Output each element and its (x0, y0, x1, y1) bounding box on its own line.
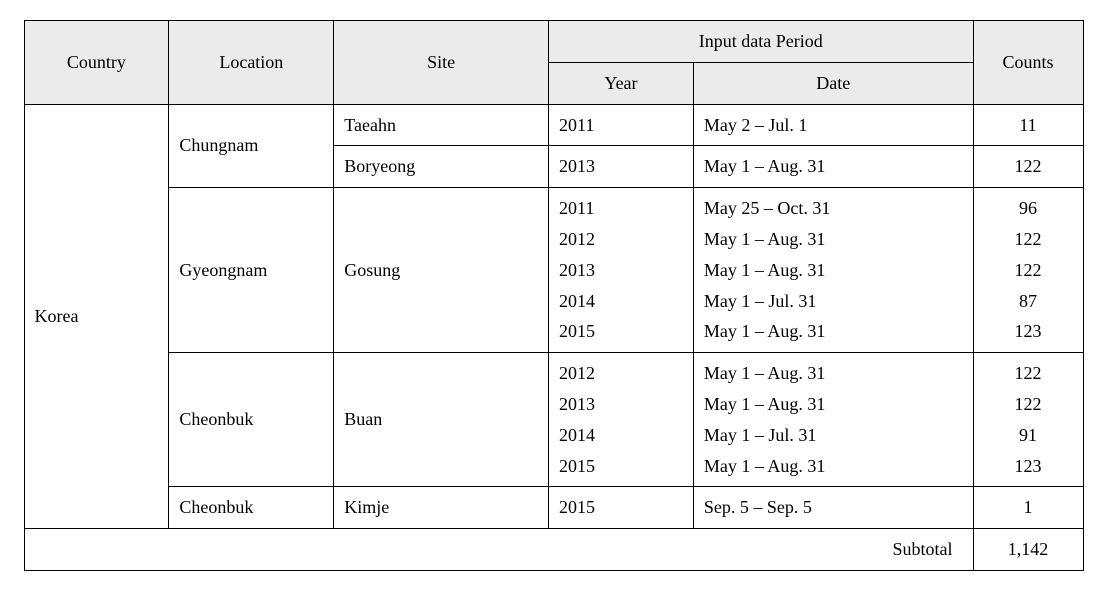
counts-line: 122 (984, 256, 1073, 285)
cell-location: Gyeongnam (169, 188, 334, 353)
cell-date: Sep. 5 – Sep. 5 (693, 487, 973, 529)
table-header: Country Location Site Input data Period … (24, 21, 1083, 105)
table-body: Korea Chungnam Taeahn 2011 May 2 – Jul. … (24, 104, 1083, 570)
date-line: May 1 – Jul. 31 (704, 421, 963, 450)
header-input-period: Input data Period (549, 21, 973, 63)
header-year: Year (549, 62, 694, 104)
date-line: May 1 – Aug. 31 (704, 256, 963, 285)
cell-location: Cheonbuk (169, 487, 334, 529)
cell-site: Taeahn (334, 104, 549, 146)
counts-line: 122 (984, 225, 1073, 254)
cell-counts-multi: 122 122 91 123 (973, 353, 1083, 487)
header-site: Site (334, 21, 549, 105)
counts-line: 123 (984, 317, 1073, 346)
cell-date-multi: May 1 – Aug. 31 May 1 – Aug. 31 May 1 – … (693, 353, 973, 487)
cell-country: Korea (24, 104, 169, 529)
counts-line: 123 (984, 452, 1073, 481)
cell-year-multi: 2012 2013 2014 2015 (549, 353, 694, 487)
date-line: May 25 – Oct. 31 (704, 194, 963, 223)
cell-counts-multi: 96 122 122 87 123 (973, 188, 1083, 353)
header-counts: Counts (973, 21, 1083, 105)
cell-year: 2011 (549, 104, 694, 146)
table-row: Cheonbuk Buan 2012 2013 2014 2015 May 1 … (24, 353, 1083, 487)
subtotal-value: 1,142 (973, 529, 1083, 571)
cell-location: Cheonbuk (169, 353, 334, 487)
cell-site: Boryeong (334, 146, 549, 188)
cell-site: Kimje (334, 487, 549, 529)
date-line: May 1 – Aug. 31 (704, 225, 963, 254)
date-line: May 1 – Aug. 31 (704, 317, 963, 346)
year-line: 2015 (559, 317, 683, 346)
cell-year: 2013 (549, 146, 694, 188)
table-row: Korea Chungnam Taeahn 2011 May 2 – Jul. … (24, 104, 1083, 146)
subtotal-label: Subtotal (24, 529, 973, 571)
table-row-subtotal: Subtotal 1,142 (24, 529, 1083, 571)
data-table-container: Country Location Site Input data Period … (24, 20, 1084, 571)
table-row: Gyeongnam Gosung 2011 2012 2013 2014 201… (24, 188, 1083, 353)
cell-date: May 2 – Jul. 1 (693, 104, 973, 146)
counts-line: 96 (984, 194, 1073, 223)
year-line: 2015 (559, 452, 683, 481)
cell-date: May 1 – Aug. 31 (693, 146, 973, 188)
cell-counts: 1 (973, 487, 1083, 529)
cell-counts: 122 (973, 146, 1083, 188)
year-line: 2012 (559, 359, 683, 388)
year-line: 2013 (559, 390, 683, 419)
table-row: Cheonbuk Kimje 2015 Sep. 5 – Sep. 5 1 (24, 487, 1083, 529)
year-line: 2011 (559, 194, 683, 223)
cell-year-multi: 2011 2012 2013 2014 2015 (549, 188, 694, 353)
header-country: Country (24, 21, 169, 105)
cell-location: Chungnam (169, 104, 334, 188)
cell-site: Gosung (334, 188, 549, 353)
cell-year: 2015 (549, 487, 694, 529)
year-line: 2012 (559, 225, 683, 254)
date-line: May 1 – Aug. 31 (704, 452, 963, 481)
counts-line: 122 (984, 390, 1073, 419)
date-line: May 1 – Aug. 31 (704, 390, 963, 419)
date-line: May 1 – Aug. 31 (704, 359, 963, 388)
year-line: 2014 (559, 287, 683, 316)
data-table: Country Location Site Input data Period … (24, 20, 1084, 571)
counts-line: 87 (984, 287, 1073, 316)
cell-date-multi: May 25 – Oct. 31 May 1 – Aug. 31 May 1 –… (693, 188, 973, 353)
cell-site: Buan (334, 353, 549, 487)
year-line: 2013 (559, 256, 683, 285)
date-line: May 1 – Jul. 31 (704, 287, 963, 316)
counts-line: 91 (984, 421, 1073, 450)
header-date: Date (693, 62, 973, 104)
year-line: 2014 (559, 421, 683, 450)
counts-line: 122 (984, 359, 1073, 388)
header-location: Location (169, 21, 334, 105)
cell-counts: 11 (973, 104, 1083, 146)
